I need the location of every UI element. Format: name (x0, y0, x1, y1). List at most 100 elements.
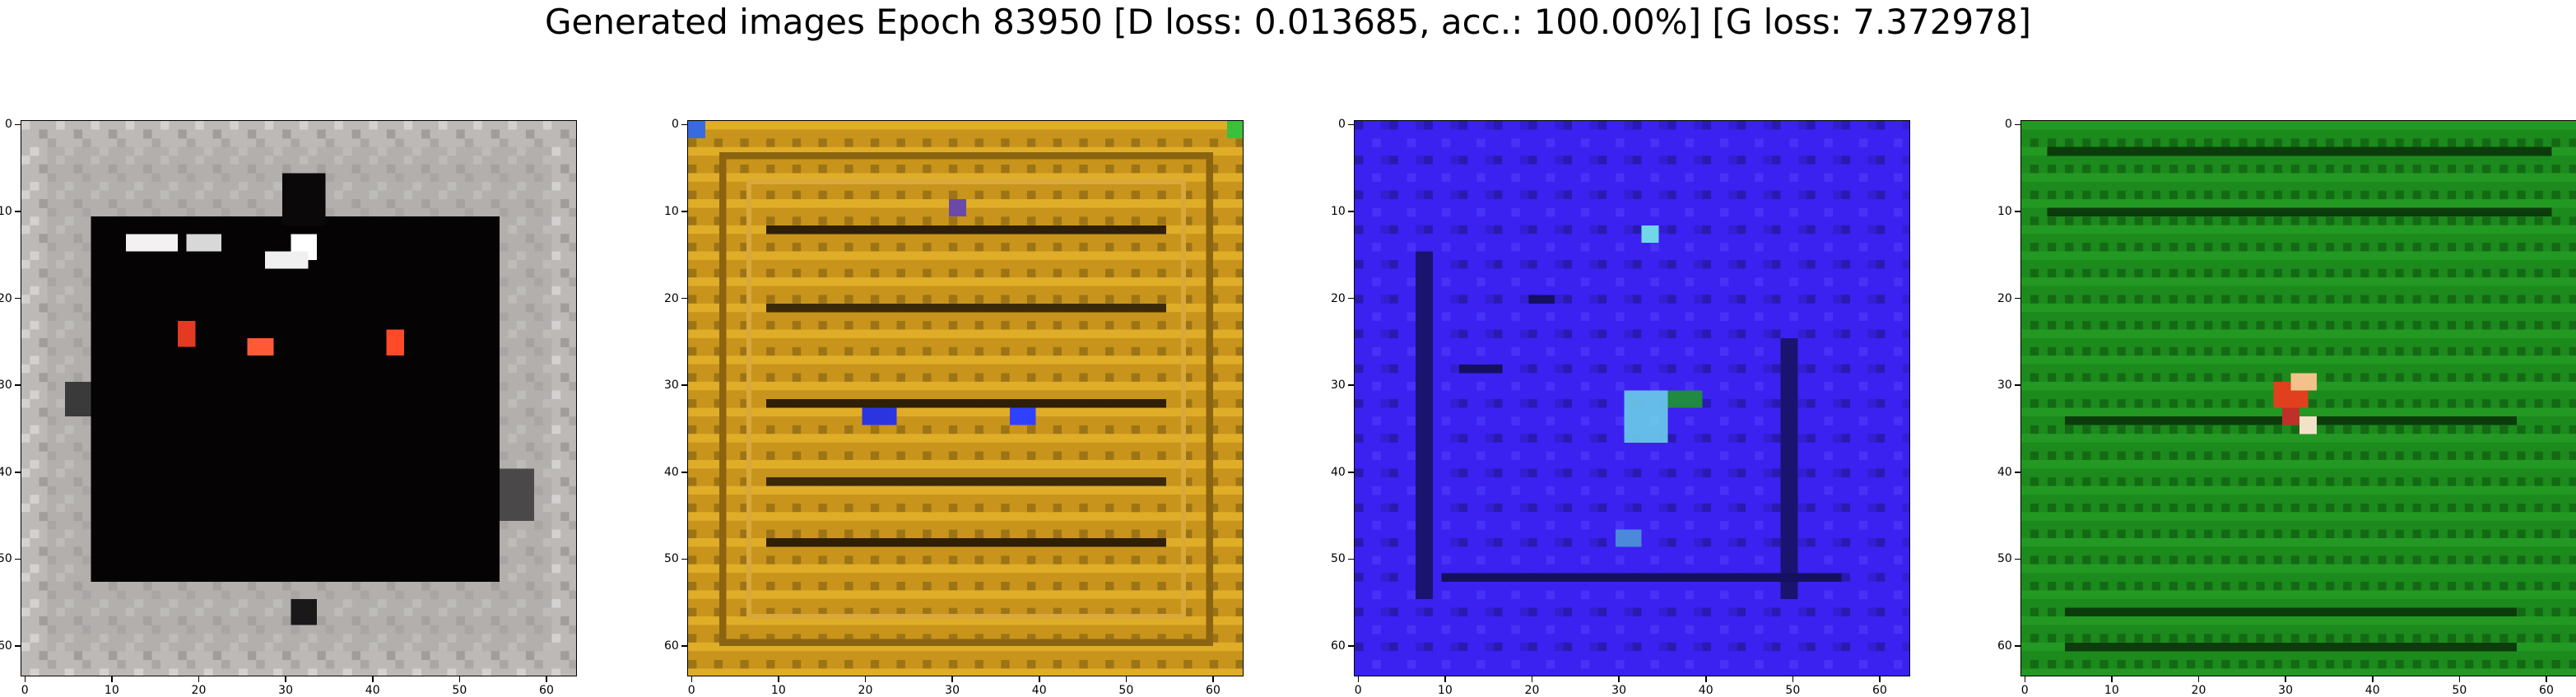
y-tick-label: 60 (664, 639, 679, 653)
x-tick (2372, 676, 2374, 682)
x-tick (1125, 676, 1128, 682)
x-tick-label: 60 (1872, 684, 1887, 697)
y-tick-label: 30 (1997, 379, 2012, 393)
y-tick-label: 50 (1331, 552, 1346, 566)
image-axes (687, 120, 1244, 676)
x-tick-label: 50 (452, 684, 467, 697)
x-tick-label: 40 (365, 684, 380, 697)
sample-image-3: 0 10 20 30 40 50 60 0 10 20 30 40 50 60 (1331, 118, 1930, 697)
x-tick-label: 60 (539, 684, 554, 697)
y-tick (681, 645, 687, 647)
y-tick (15, 472, 21, 473)
y-tick-label: 10 (1997, 204, 2012, 218)
y-tick-label: 60 (1331, 639, 1346, 653)
x-tick-label: 30 (1611, 684, 1626, 697)
x-tick (1879, 676, 1881, 682)
x-tick-label: 10 (2104, 684, 2119, 697)
y-tick-label: 10 (0, 204, 12, 218)
y-tick-label: 10 (664, 204, 679, 218)
x-tick (1212, 676, 1214, 682)
y-tick-label: 0 (5, 118, 12, 132)
y-tick (15, 297, 21, 300)
y-tick (1348, 558, 1354, 560)
x-tick (690, 676, 693, 682)
y-tick (681, 558, 687, 560)
generated-image (1355, 121, 1909, 676)
y-tick-label: 60 (1997, 639, 2012, 653)
x-tick-label: 40 (1698, 684, 1713, 697)
y-tick (681, 123, 687, 126)
y-tick-label: 0 (672, 118, 679, 132)
x-tick (778, 676, 779, 682)
sample-image-4: 0 10 20 30 40 50 60 0 10 20 30 40 50 60 (1997, 118, 2576, 697)
y-tick (1348, 123, 1354, 126)
image-axes (1354, 120, 1910, 676)
generated-image (21, 121, 576, 676)
y-tick-label: 40 (1997, 465, 2012, 479)
y-tick (681, 472, 687, 473)
x-tick (285, 676, 286, 682)
generated-image (688, 121, 1243, 676)
x-tick (1705, 676, 1707, 682)
x-tick (2546, 676, 2547, 682)
y-tick-label: 50 (1997, 552, 2012, 566)
x-tick-label: 30 (2278, 684, 2293, 697)
figure-title: Generated images Epoch 83950 [D loss: 0.… (544, 2, 2032, 42)
y-tick (2015, 384, 2020, 386)
sample-image-2: 0 10 20 30 40 50 60 0 10 20 30 40 50 60 (664, 118, 1263, 697)
y-tick-label: 30 (1331, 379, 1346, 393)
y-tick (2015, 297, 2020, 300)
y-tick (15, 384, 21, 386)
x-tick-label: 0 (1354, 684, 1362, 697)
y-tick-label: 0 (1338, 118, 1346, 132)
x-tick-label: 0 (21, 684, 29, 697)
x-tick-label: 0 (2020, 684, 2029, 697)
x-tick (24, 676, 26, 682)
y-tick (2015, 558, 2020, 560)
y-tick (681, 384, 687, 386)
x-tick-label: 60 (2539, 684, 2554, 697)
x-tick (2197, 676, 2200, 682)
x-tick-label: 20 (858, 684, 873, 697)
x-tick-label: 20 (2191, 684, 2206, 697)
x-tick (1618, 676, 1620, 682)
y-tick-label: 40 (664, 465, 679, 479)
y-tick-label: 20 (664, 291, 679, 305)
x-tick (2285, 676, 2286, 682)
y-tick-label: 40 (1331, 465, 1346, 479)
y-tick-label: 50 (0, 552, 12, 566)
x-tick-label: 50 (1118, 684, 1134, 697)
x-tick-label: 40 (1031, 684, 1047, 697)
x-tick (2458, 676, 2461, 682)
x-tick (1444, 676, 1446, 682)
x-tick (1039, 676, 1040, 682)
y-tick (15, 123, 21, 126)
x-tick (1792, 676, 1794, 682)
x-tick-label: 10 (1437, 684, 1453, 697)
x-tick (1531, 676, 1533, 682)
y-tick (15, 211, 21, 212)
image-axes (2020, 120, 2576, 676)
y-tick (2015, 211, 2020, 212)
y-tick-label: 0 (2005, 118, 2012, 132)
x-tick-label: 20 (1524, 684, 1540, 697)
x-tick (458, 676, 461, 682)
x-tick (372, 676, 374, 682)
y-tick (1348, 384, 1354, 386)
y-tick (1348, 211, 1354, 212)
x-tick-label: 20 (191, 684, 207, 697)
y-tick-label: 20 (1331, 291, 1346, 305)
y-tick (15, 645, 21, 647)
x-tick (111, 676, 113, 682)
x-tick-label: 10 (104, 684, 119, 697)
image-axes (21, 120, 577, 676)
y-tick-label: 10 (1331, 204, 1346, 218)
y-tick (2015, 123, 2020, 126)
y-tick (1348, 297, 1354, 300)
x-tick-label: 0 (687, 684, 695, 697)
x-tick (1357, 676, 1360, 682)
x-tick-label: 50 (1785, 684, 1801, 697)
y-tick (2015, 472, 2020, 473)
x-tick (546, 676, 547, 682)
generated-image (2021, 121, 2576, 676)
